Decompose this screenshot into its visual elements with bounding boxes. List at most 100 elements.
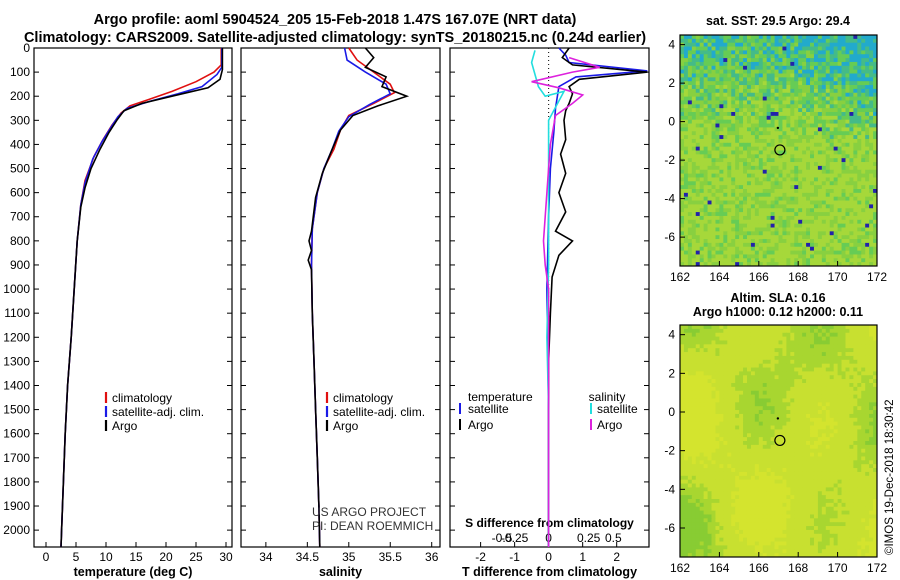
heatmap-cell bbox=[865, 77, 870, 82]
heatmap-cell bbox=[825, 235, 831, 240]
heatmap-cell bbox=[727, 258, 732, 263]
heatmap-cell bbox=[810, 146, 815, 151]
heatmap-cell bbox=[825, 189, 831, 194]
heatmap-cell bbox=[849, 355, 854, 361]
heatmap-cell bbox=[810, 379, 815, 384]
heatmap-cell bbox=[829, 88, 835, 94]
heatmap-cell bbox=[719, 169, 724, 174]
heatmap-cell bbox=[766, 386, 772, 392]
heatmap-cell bbox=[707, 131, 712, 136]
heatmap-cell bbox=[746, 54, 752, 59]
heatmap-cell bbox=[719, 367, 724, 372]
heatmap-cell bbox=[719, 69, 724, 74]
heatmap-cell bbox=[758, 250, 764, 255]
heatmap-cell bbox=[794, 235, 799, 240]
heatmap-cell bbox=[743, 115, 748, 121]
heatmap-cell bbox=[727, 394, 732, 399]
heatmap-cell bbox=[790, 383, 795, 388]
heatmap-cell bbox=[766, 100, 772, 105]
heatmap-cell bbox=[778, 46, 783, 51]
heatmap-cell bbox=[691, 371, 697, 376]
heatmap-cell bbox=[833, 119, 838, 124]
heatmap-cell bbox=[778, 158, 783, 163]
heatmap-cell bbox=[727, 379, 732, 384]
heatmap-cell bbox=[774, 250, 779, 255]
heatmap-cell bbox=[727, 344, 732, 349]
heatmap-cell bbox=[758, 231, 764, 236]
heatmap-cell bbox=[853, 81, 858, 86]
heatmap-cell bbox=[766, 192, 772, 198]
heatmap-cell bbox=[731, 35, 736, 40]
heatmap-cell bbox=[766, 150, 772, 155]
heatmap-cell bbox=[861, 394, 866, 399]
heatmap-cell bbox=[841, 196, 846, 201]
heatmap-cell bbox=[810, 235, 815, 240]
heatmap-cell bbox=[703, 135, 708, 140]
heatmap-cell bbox=[715, 425, 720, 430]
heatmap-cell bbox=[790, 138, 795, 144]
heatmap-cell bbox=[727, 235, 732, 240]
heatmap-cell bbox=[865, 196, 870, 201]
heatmap-cell bbox=[774, 158, 779, 163]
heatmap-cell bbox=[695, 363, 701, 368]
heatmap-cell bbox=[857, 437, 862, 442]
heatmap-cell bbox=[798, 135, 803, 140]
heatmap-cell bbox=[683, 215, 689, 221]
heatmap-cell bbox=[869, 88, 874, 94]
heatmap-cell bbox=[873, 96, 878, 101]
heatmap-cell bbox=[806, 325, 811, 330]
heatmap-cell bbox=[699, 61, 705, 67]
heatmap-cell bbox=[861, 448, 866, 453]
heatmap-cell bbox=[869, 242, 874, 248]
heatmap-cell bbox=[680, 162, 685, 167]
heatmap-cell bbox=[695, 73, 701, 78]
heatmap-cell bbox=[683, 390, 689, 395]
legend-label: satellite-adj. clim. bbox=[333, 405, 425, 419]
heatmap-cell bbox=[695, 88, 701, 94]
heatmap-cell bbox=[841, 38, 846, 44]
heatmap-cell bbox=[719, 46, 724, 51]
heatmap-cell bbox=[750, 332, 756, 337]
heatmap-cell bbox=[873, 336, 878, 341]
heatmap-cell bbox=[727, 410, 732, 415]
heatmap-cell bbox=[770, 215, 775, 221]
heatmap-cell bbox=[786, 123, 791, 128]
heatmap-cell bbox=[806, 437, 811, 442]
heatmap-cell bbox=[806, 127, 811, 132]
heatmap-cell bbox=[841, 406, 846, 411]
heatmap-cell bbox=[810, 413, 815, 419]
heatmap-cell bbox=[813, 417, 819, 423]
heatmap-cell bbox=[790, 421, 795, 426]
heatmap-cell bbox=[857, 192, 862, 198]
heatmap-cell bbox=[758, 246, 764, 251]
heatmap-cell bbox=[699, 146, 705, 151]
heatmap-cell bbox=[719, 108, 724, 113]
heatmap-cell bbox=[774, 406, 779, 411]
heatmap-cell bbox=[758, 429, 764, 434]
heatmap-cell bbox=[691, 73, 697, 78]
heatmap-cell bbox=[715, 355, 720, 361]
map-y-tick-label: -4 bbox=[664, 192, 675, 206]
heatmap-cell bbox=[865, 336, 870, 341]
heatmap-cell bbox=[790, 215, 795, 221]
heatmap-cell bbox=[782, 421, 787, 426]
heatmap-cell bbox=[758, 92, 764, 97]
heatmap-cell bbox=[766, 402, 772, 407]
heatmap-cell bbox=[731, 231, 736, 236]
heatmap-cell bbox=[687, 154, 693, 159]
heatmap-cell bbox=[825, 73, 831, 78]
heatmap-cell bbox=[687, 452, 693, 457]
heatmap-cell bbox=[758, 135, 764, 140]
heatmap-cell bbox=[802, 119, 807, 124]
heatmap-cell bbox=[857, 250, 862, 255]
heatmap-cell bbox=[821, 235, 827, 240]
heatmap-cell bbox=[727, 85, 732, 90]
heatmap-cell bbox=[798, 177, 803, 182]
heatmap-cell bbox=[829, 115, 835, 121]
heatmap-cell bbox=[762, 242, 768, 248]
heatmap-cell bbox=[715, 192, 720, 198]
heatmap-cell bbox=[703, 173, 708, 178]
heatmap-cell bbox=[869, 165, 874, 171]
heatmap-cell bbox=[853, 410, 858, 415]
heatmap-cell bbox=[695, 104, 701, 109]
